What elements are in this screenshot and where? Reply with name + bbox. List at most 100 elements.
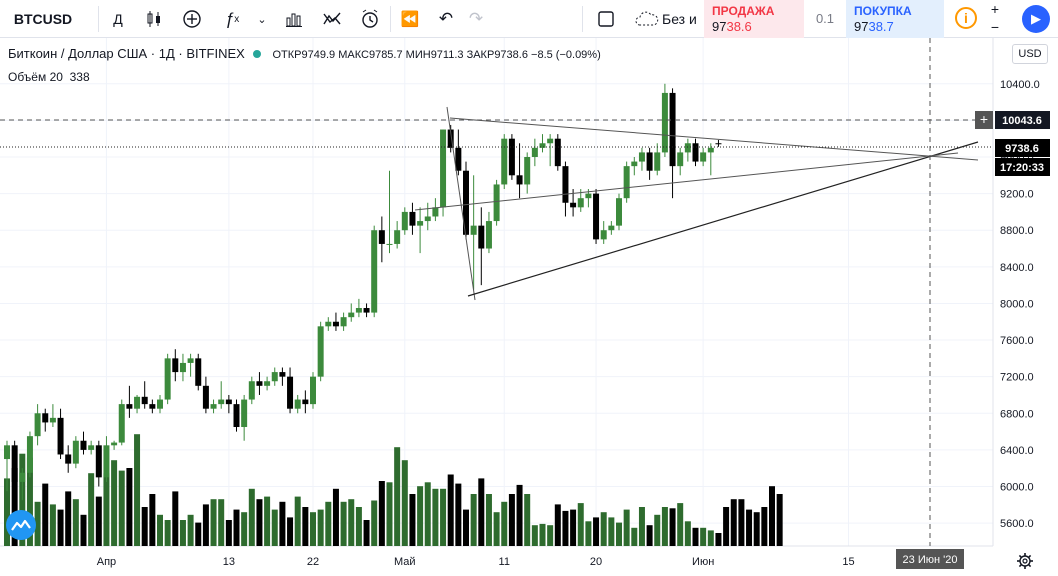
candles-style-icon[interactable] [138, 0, 170, 38]
candle[interactable] [455, 129, 462, 176]
candle[interactable] [202, 376, 209, 414]
candle[interactable] [164, 353, 171, 405]
candle[interactable] [49, 404, 56, 428]
candle[interactable] [72, 436, 79, 469]
candle[interactable] [310, 372, 316, 409]
candle[interactable] [210, 399, 217, 414]
candle[interactable] [26, 431, 33, 478]
sell-button[interactable]: ПРОДАЖА 9738.6 [704, 0, 804, 38]
candle[interactable] [394, 221, 401, 249]
tradingview-logo-icon[interactable] [6, 510, 36, 540]
candle[interactable] [684, 138, 691, 162]
candle[interactable] [19, 468, 26, 501]
candle[interactable] [287, 367, 294, 414]
minus-icon[interactable]: − [990, 19, 1000, 35]
candle[interactable] [401, 207, 408, 235]
candle[interactable] [654, 143, 661, 176]
candle[interactable] [332, 312, 339, 331]
candle[interactable] [562, 161, 569, 217]
play-icon[interactable]: ▶ [1022, 5, 1050, 33]
candle[interactable] [440, 129, 447, 217]
candle[interactable] [531, 138, 538, 167]
candle[interactable] [539, 134, 546, 153]
redo-icon[interactable]: ↷ [468, 9, 484, 28]
candle[interactable] [700, 147, 707, 167]
compare-icon[interactable] [316, 0, 348, 38]
candle[interactable] [355, 298, 362, 318]
candle[interactable] [409, 202, 416, 235]
layout-square-icon[interactable] [592, 0, 620, 38]
candle[interactable] [669, 88, 676, 199]
candle[interactable] [187, 353, 194, 377]
buy-button[interactable]: ПОКУПКА 9738.7 [846, 0, 944, 38]
triangle-upper-line[interactable] [449, 117, 979, 161]
candle[interactable] [547, 134, 554, 167]
candle[interactable] [279, 367, 286, 386]
candle[interactable] [631, 156, 638, 176]
candle[interactable] [363, 303, 370, 318]
candle[interactable] [317, 321, 324, 382]
candle[interactable] [225, 394, 232, 414]
candle[interactable] [80, 431, 87, 455]
candle[interactable] [195, 353, 202, 391]
candle[interactable] [57, 408, 64, 460]
candle[interactable] [371, 225, 378, 318]
candle[interactable] [11, 440, 18, 487]
candle[interactable] [470, 175, 477, 290]
replay-icon[interactable]: ⏪ [400, 11, 420, 28]
save-layout-label[interactable]: Без и [662, 11, 697, 27]
candle[interactable] [88, 440, 95, 455]
candle[interactable] [707, 143, 714, 176]
info-icon[interactable]: i [955, 7, 977, 29]
candle[interactable] [608, 221, 615, 235]
candle[interactable] [294, 394, 301, 414]
candle[interactable] [172, 349, 179, 382]
candle[interactable] [646, 147, 653, 180]
candle[interactable] [4, 440, 10, 492]
symbol-title[interactable]: Биткоин / Доллар США · 1Д · BITFINEX [8, 46, 245, 61]
candle[interactable] [463, 161, 469, 240]
candle[interactable] [111, 440, 118, 450]
candle[interactable] [677, 147, 684, 176]
candle[interactable] [271, 367, 278, 386]
candle[interactable] [65, 445, 72, 473]
candle[interactable] [516, 143, 523, 199]
candle[interactable] [508, 134, 515, 180]
quantity-stepper[interactable]: + − [985, 0, 1005, 38]
candle[interactable] [103, 436, 110, 482]
candle[interactable] [179, 353, 186, 382]
candle[interactable] [157, 394, 163, 414]
candle[interactable] [623, 161, 630, 203]
candle[interactable] [340, 312, 347, 331]
candle[interactable] [638, 147, 645, 171]
candle[interactable] [378, 216, 385, 263]
candle[interactable] [34, 404, 41, 446]
candle[interactable] [692, 138, 699, 167]
candle[interactable] [432, 198, 439, 222]
candle[interactable] [141, 381, 148, 409]
candle[interactable] [715, 139, 722, 147]
candle[interactable] [501, 134, 508, 190]
settings-gear-icon[interactable] [1017, 553, 1033, 569]
candle[interactable] [616, 193, 622, 231]
candle[interactable] [218, 381, 225, 409]
currency-button[interactable]: USD [1012, 44, 1048, 64]
cloud-save-icon[interactable] [632, 0, 662, 38]
candle[interactable] [417, 207, 424, 254]
symbol-search-button[interactable]: BTCUSD [13, 11, 73, 27]
candle[interactable] [264, 376, 271, 391]
undo-icon[interactable]: ↶ [438, 9, 454, 28]
candle[interactable] [493, 179, 500, 226]
chevron-down-icon[interactable]: ⌄ [257, 13, 267, 26]
triangle-lower-line[interactable] [467, 141, 979, 297]
candle[interactable] [348, 303, 355, 322]
candle[interactable] [126, 385, 133, 418]
interval-button[interactable]: Д [113, 11, 123, 27]
candle[interactable] [233, 399, 240, 432]
candle[interactable] [256, 372, 263, 395]
candle[interactable] [42, 408, 49, 432]
add-indicator-icon[interactable] [176, 0, 208, 38]
candle[interactable] [134, 394, 141, 414]
